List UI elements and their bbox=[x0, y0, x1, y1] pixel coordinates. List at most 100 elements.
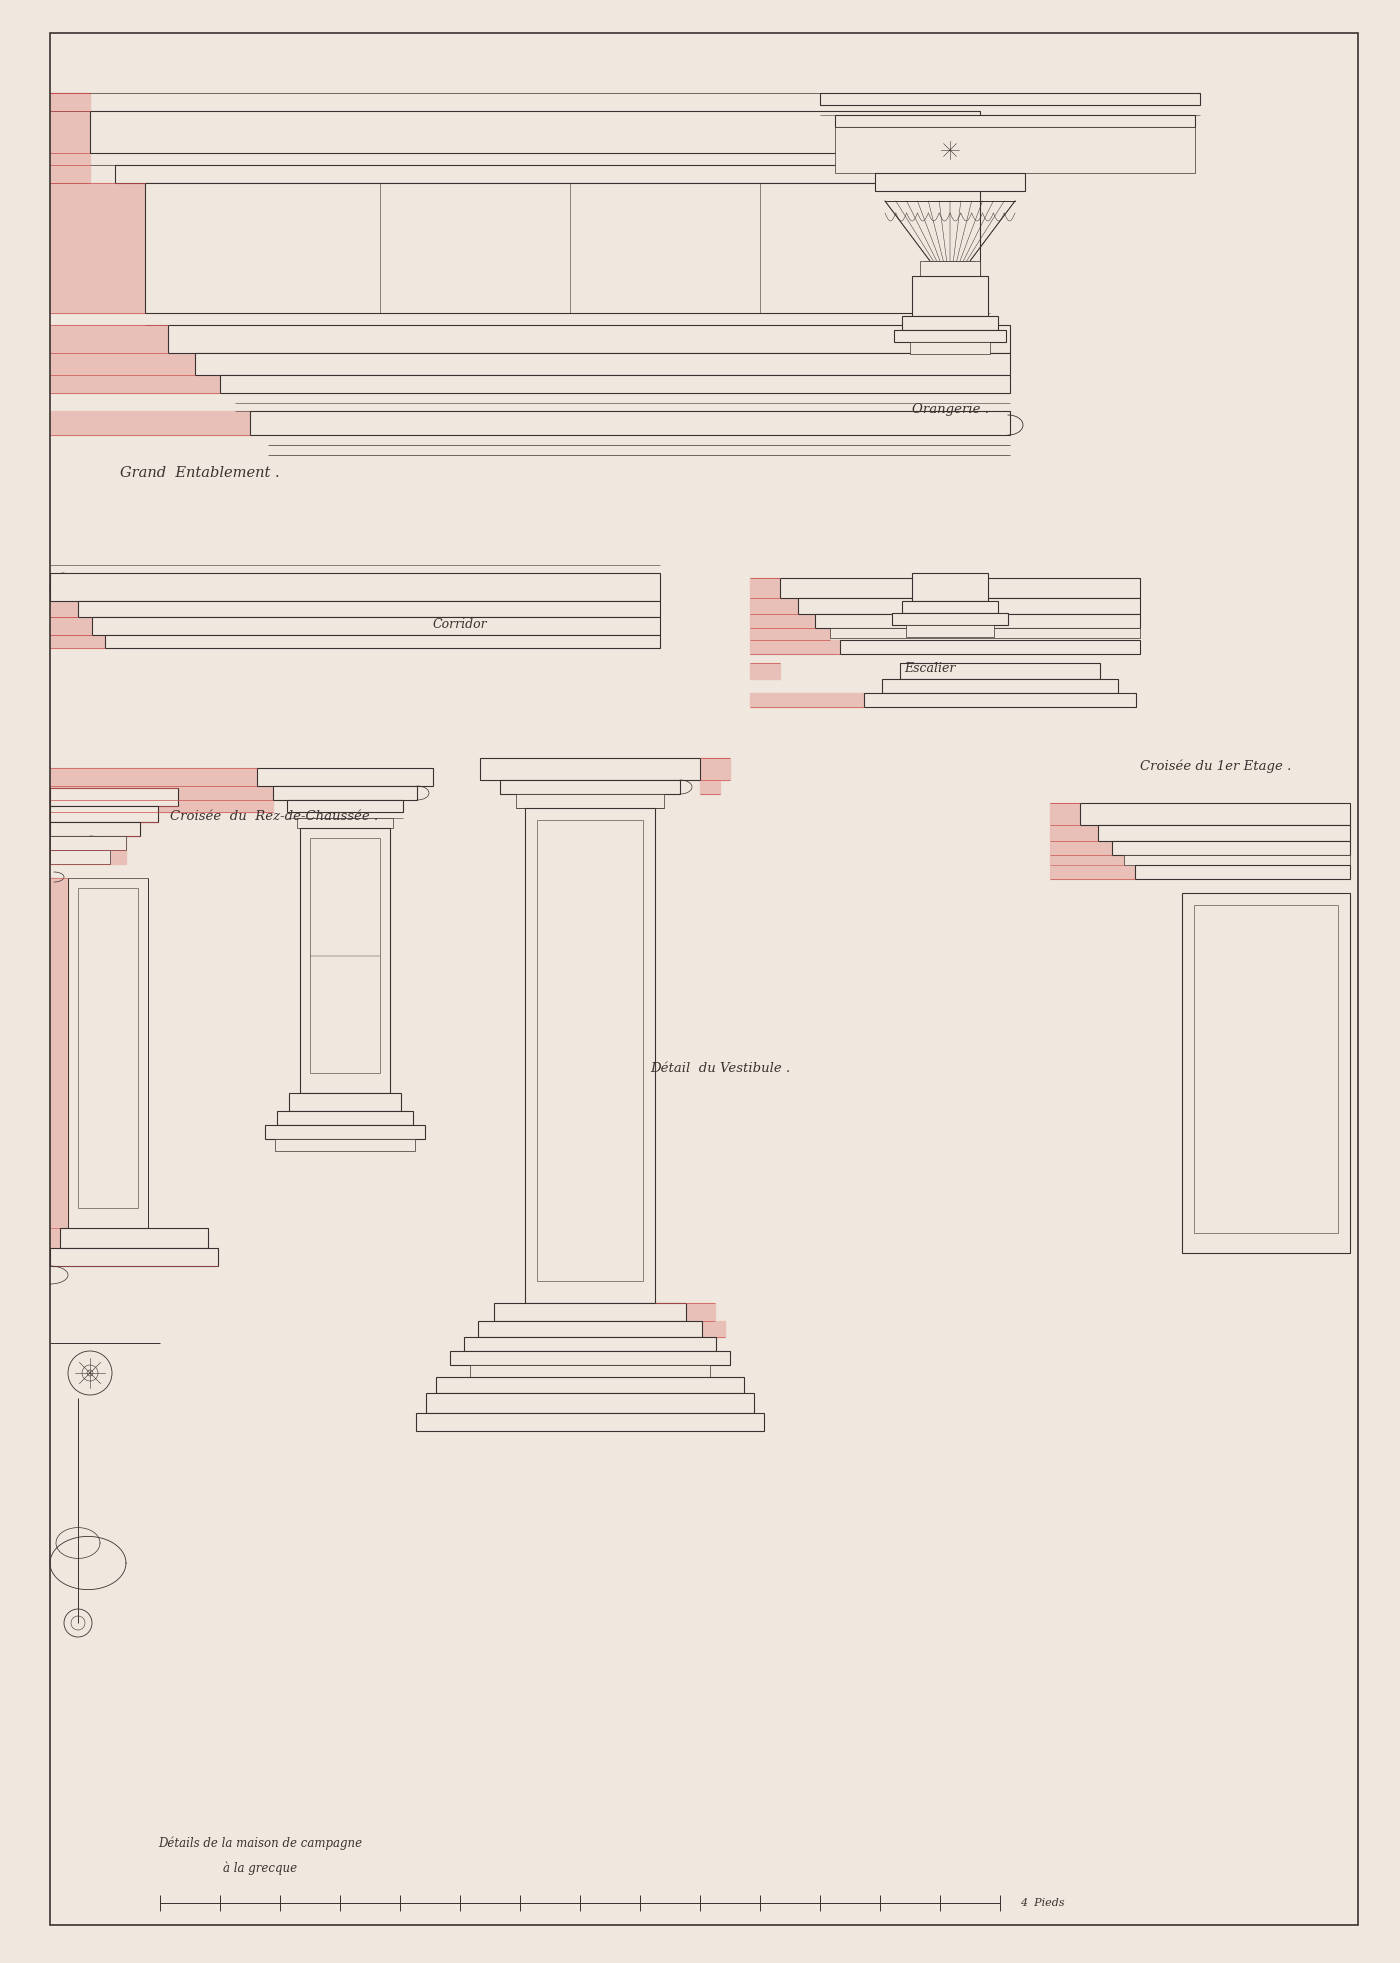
Text: 4  Pieds: 4 Pieds bbox=[1021, 1898, 1064, 1908]
Polygon shape bbox=[50, 836, 126, 864]
Text: Orangerie .: Orangerie . bbox=[911, 402, 988, 416]
Bar bbox=[1135, 866, 1350, 879]
Bar bbox=[274, 1139, 414, 1150]
Polygon shape bbox=[750, 663, 780, 679]
Bar bbox=[195, 353, 1009, 375]
Bar bbox=[90, 112, 980, 153]
Bar bbox=[902, 316, 998, 330]
Bar bbox=[920, 261, 980, 277]
Bar bbox=[50, 850, 111, 864]
Polygon shape bbox=[50, 183, 146, 312]
Bar bbox=[300, 828, 391, 1093]
Bar bbox=[50, 836, 126, 850]
Bar bbox=[900, 663, 1100, 679]
Bar bbox=[875, 173, 1025, 190]
Polygon shape bbox=[1050, 803, 1079, 824]
Bar bbox=[494, 1303, 686, 1321]
Polygon shape bbox=[50, 877, 69, 1229]
Polygon shape bbox=[50, 822, 140, 836]
Bar bbox=[50, 822, 140, 836]
Bar bbox=[435, 1376, 743, 1394]
Bar bbox=[220, 375, 1009, 393]
Bar bbox=[416, 1413, 764, 1431]
Polygon shape bbox=[700, 758, 729, 779]
Bar bbox=[449, 1351, 729, 1364]
Bar bbox=[258, 768, 433, 785]
Bar bbox=[470, 1364, 710, 1376]
Bar bbox=[277, 1111, 413, 1125]
Bar bbox=[105, 634, 659, 648]
Bar bbox=[60, 1229, 209, 1248]
Bar bbox=[1079, 803, 1350, 824]
Bar bbox=[251, 410, 1009, 436]
Polygon shape bbox=[750, 599, 798, 614]
Bar bbox=[273, 785, 417, 801]
Bar bbox=[820, 92, 1200, 104]
Bar bbox=[1098, 824, 1350, 840]
Bar bbox=[477, 1321, 701, 1337]
Polygon shape bbox=[50, 787, 178, 807]
Bar bbox=[297, 819, 393, 828]
Bar bbox=[902, 601, 998, 612]
Bar bbox=[906, 624, 994, 638]
Polygon shape bbox=[750, 577, 780, 599]
Bar bbox=[834, 128, 1196, 173]
Polygon shape bbox=[750, 614, 815, 628]
Bar bbox=[1124, 856, 1350, 866]
Text: à la grecque: à la grecque bbox=[223, 1861, 297, 1875]
Text: Grand  Entablement .: Grand Entablement . bbox=[120, 465, 280, 481]
Bar bbox=[50, 573, 659, 601]
Bar bbox=[834, 116, 1196, 128]
Bar bbox=[798, 599, 1140, 614]
Polygon shape bbox=[750, 628, 830, 640]
Bar bbox=[50, 807, 158, 822]
Bar bbox=[864, 693, 1135, 707]
Polygon shape bbox=[50, 153, 90, 183]
Bar bbox=[780, 577, 1140, 599]
Bar bbox=[78, 601, 659, 616]
Bar bbox=[480, 758, 700, 779]
Bar bbox=[910, 342, 990, 353]
Polygon shape bbox=[50, 785, 273, 813]
Polygon shape bbox=[50, 326, 168, 353]
Polygon shape bbox=[50, 410, 251, 436]
Polygon shape bbox=[655, 1321, 725, 1337]
Bar bbox=[830, 628, 1140, 638]
Polygon shape bbox=[50, 807, 158, 822]
Polygon shape bbox=[50, 616, 92, 634]
Polygon shape bbox=[700, 779, 720, 793]
Bar bbox=[426, 1394, 755, 1413]
Polygon shape bbox=[50, 768, 258, 785]
Bar bbox=[50, 787, 178, 807]
Bar bbox=[892, 612, 1008, 624]
Polygon shape bbox=[50, 634, 105, 648]
Bar bbox=[1182, 893, 1350, 1252]
Bar bbox=[146, 183, 980, 312]
Bar bbox=[115, 165, 980, 183]
Bar bbox=[50, 1248, 218, 1266]
Polygon shape bbox=[750, 640, 840, 654]
Polygon shape bbox=[50, 601, 78, 616]
Bar bbox=[517, 793, 664, 809]
Bar bbox=[1112, 840, 1350, 856]
Polygon shape bbox=[50, 1229, 60, 1248]
Bar bbox=[882, 679, 1119, 693]
Polygon shape bbox=[1050, 856, 1124, 866]
Text: Croisée du 1er Etage .: Croisée du 1er Etage . bbox=[1140, 760, 1291, 773]
Polygon shape bbox=[50, 375, 220, 393]
Text: Détails de la maison de campagne: Détails de la maison de campagne bbox=[158, 1835, 363, 1849]
Text: Escalier: Escalier bbox=[904, 662, 956, 675]
Bar bbox=[288, 1093, 400, 1111]
Bar bbox=[168, 326, 1009, 353]
Polygon shape bbox=[1050, 840, 1112, 856]
Bar bbox=[463, 1337, 715, 1351]
Bar bbox=[815, 614, 1140, 628]
Text: Corridor: Corridor bbox=[433, 618, 487, 632]
Text: Croisée  du  Rez-de-Chaussée .: Croisée du Rez-de-Chaussée . bbox=[169, 809, 378, 822]
Bar bbox=[265, 1125, 426, 1139]
Text: Détail  du Vestibule .: Détail du Vestibule . bbox=[650, 1062, 790, 1074]
Bar bbox=[895, 330, 1007, 342]
Polygon shape bbox=[1050, 824, 1098, 840]
Polygon shape bbox=[1050, 866, 1135, 879]
Polygon shape bbox=[655, 1303, 715, 1321]
